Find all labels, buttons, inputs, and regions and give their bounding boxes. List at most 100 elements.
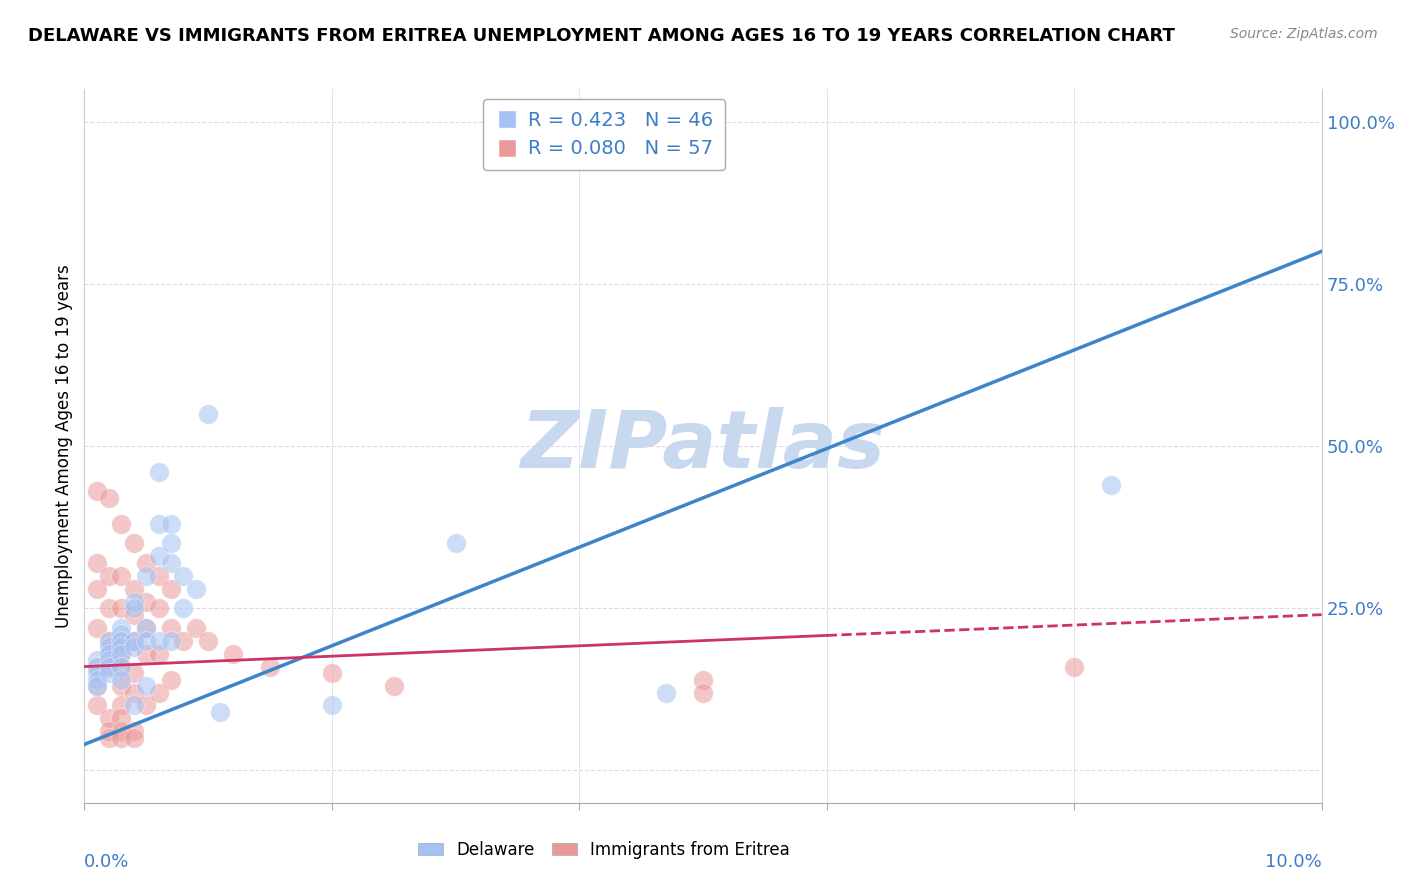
Point [1099, 478, 1122, 492]
Point [122, 724, 145, 739]
Text: Source: ZipAtlas.com: Source: ZipAtlas.com [1230, 27, 1378, 41]
Point [160, 536, 183, 550]
Point [98, 659, 121, 673]
Point [506, 114, 529, 128]
Point [98, 647, 121, 661]
Point [122, 698, 145, 713]
Point [172, 633, 194, 648]
Point [135, 556, 157, 570]
Point [110, 731, 132, 745]
Point [122, 595, 145, 609]
Point [86, 659, 108, 673]
Point [148, 685, 170, 699]
Point [148, 549, 170, 564]
Point [98, 711, 121, 725]
Point [98, 666, 121, 681]
Point [172, 601, 194, 615]
Point [98, 659, 121, 673]
Point [506, 114, 529, 128]
Point [135, 621, 157, 635]
Point [110, 633, 132, 648]
Point [122, 640, 145, 654]
Point [148, 601, 170, 615]
Point [110, 640, 132, 654]
Point [382, 679, 405, 693]
Point [197, 407, 219, 421]
Point [98, 647, 121, 661]
Point [98, 568, 121, 582]
Point [110, 568, 132, 582]
Point [86, 673, 108, 687]
Point [160, 516, 183, 531]
Point [110, 647, 132, 661]
Point [122, 582, 145, 596]
Point [692, 673, 714, 687]
Point [184, 582, 207, 596]
Point [692, 685, 714, 699]
Point [86, 679, 108, 693]
Point [160, 556, 183, 570]
Point [98, 731, 121, 745]
Point [98, 601, 121, 615]
Point [122, 633, 145, 648]
Point [135, 633, 157, 648]
Point [148, 633, 170, 648]
Point [86, 484, 108, 499]
Point [98, 633, 121, 648]
Point [122, 633, 145, 648]
Point [444, 536, 467, 550]
Point [209, 705, 232, 719]
Point [86, 659, 108, 673]
Point [135, 568, 157, 582]
Point [86, 556, 108, 570]
Point [122, 536, 145, 550]
Point [86, 653, 108, 667]
Point [321, 666, 343, 681]
Point [160, 633, 183, 648]
Point [86, 698, 108, 713]
Point [110, 724, 132, 739]
Text: DELAWARE VS IMMIGRANTS FROM ERITREA UNEMPLOYMENT AMONG AGES 16 TO 19 YEARS CORRE: DELAWARE VS IMMIGRANTS FROM ERITREA UNEM… [28, 27, 1175, 45]
Point [148, 465, 170, 479]
Point [110, 621, 132, 635]
Point [110, 711, 132, 725]
Point [98, 633, 121, 648]
Point [122, 607, 145, 622]
Y-axis label: Unemployment Among Ages 16 to 19 years: Unemployment Among Ages 16 to 19 years [55, 264, 73, 628]
Point [160, 582, 183, 596]
Text: ZIPatlas: ZIPatlas [520, 407, 886, 485]
Point [197, 633, 219, 648]
Point [148, 568, 170, 582]
Legend: Delaware, Immigrants from Eritrea: Delaware, Immigrants from Eritrea [412, 835, 796, 866]
Point [98, 653, 121, 667]
Point [135, 679, 157, 693]
Point [222, 647, 245, 661]
Point [98, 491, 121, 505]
Point [184, 621, 207, 635]
Point [110, 698, 132, 713]
Point [98, 640, 121, 654]
Text: 0.0%: 0.0% [84, 853, 129, 871]
Point [110, 659, 132, 673]
Point [86, 666, 108, 681]
Point [1063, 659, 1085, 673]
Point [86, 679, 108, 693]
Point [655, 685, 678, 699]
Point [98, 724, 121, 739]
Point [110, 601, 132, 615]
Point [160, 621, 183, 635]
Point [321, 698, 343, 713]
Point [135, 621, 157, 635]
Point [110, 627, 132, 641]
Point [122, 731, 145, 745]
Point [110, 516, 132, 531]
Point [86, 621, 108, 635]
Point [135, 647, 157, 661]
Point [110, 679, 132, 693]
Text: 10.0%: 10.0% [1265, 853, 1322, 871]
Point [110, 647, 132, 661]
Point [122, 666, 145, 681]
Point [135, 698, 157, 713]
Point [148, 516, 170, 531]
Point [110, 659, 132, 673]
